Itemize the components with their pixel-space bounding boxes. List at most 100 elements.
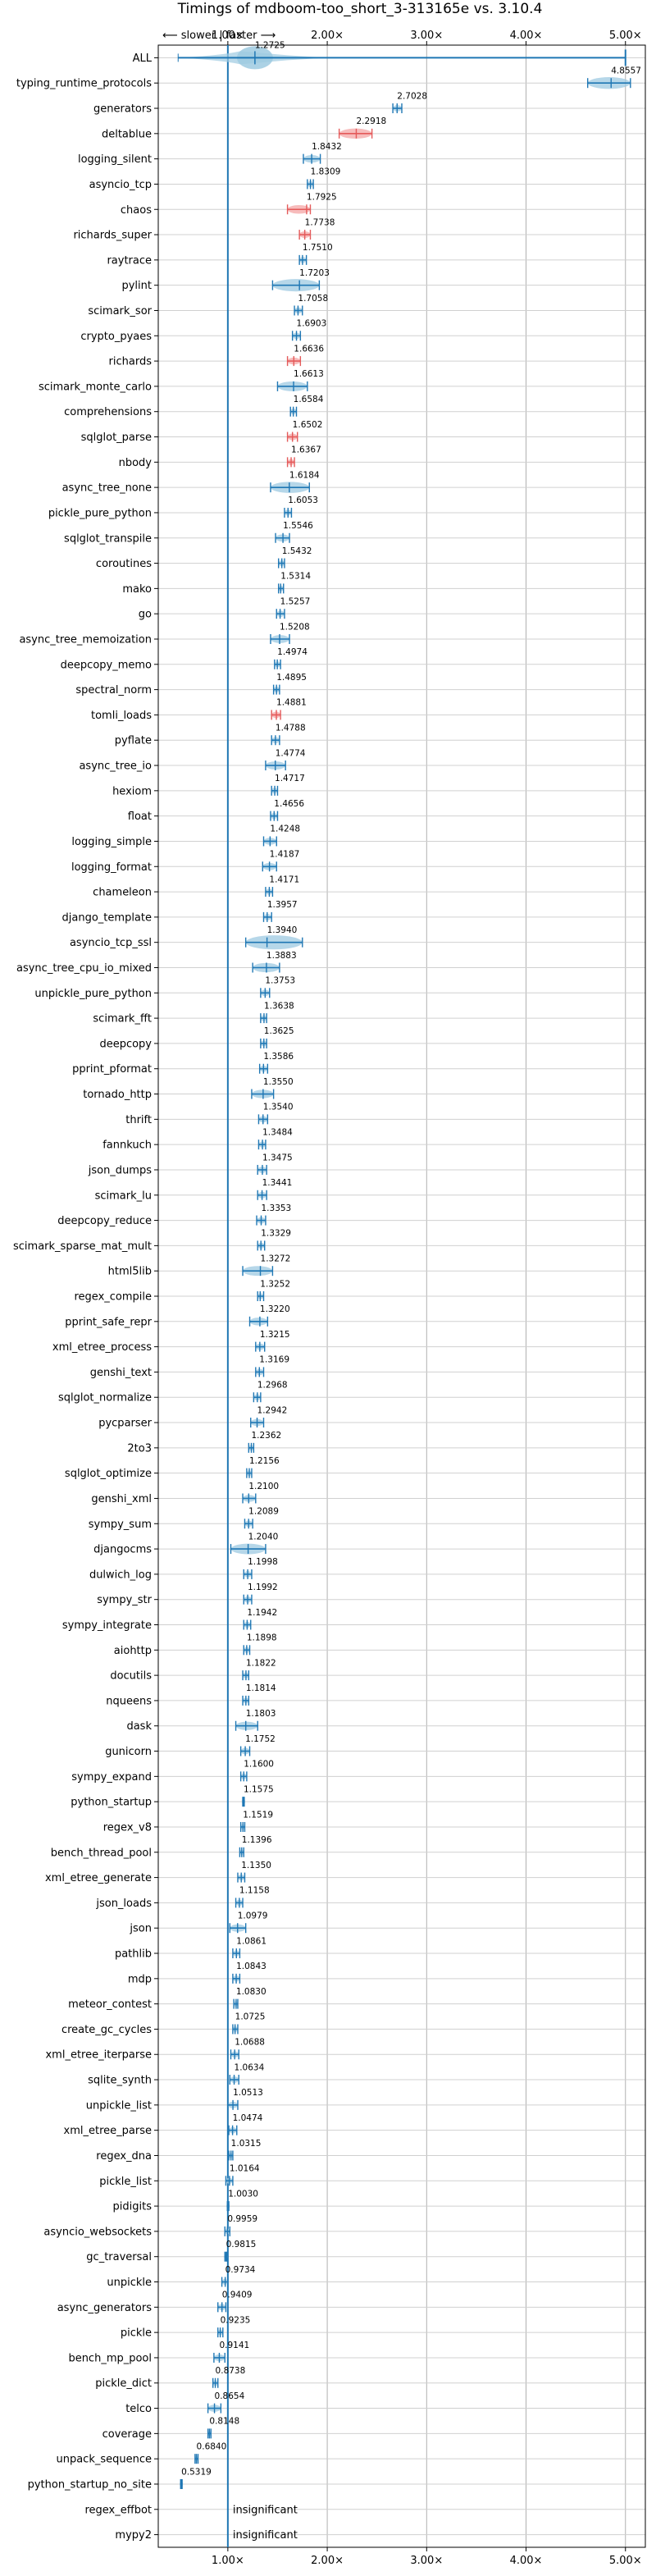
y-tick-label: django_template: [62, 911, 152, 924]
value-label: 1.3329: [261, 1229, 291, 1239]
y-tick-label: sqlite_synth: [88, 2075, 152, 2087]
value-label: 1.0513: [233, 2088, 263, 2098]
violin-sympy_integrate: [243, 1619, 252, 1630]
violin-telco: [207, 2403, 222, 2414]
violin-async_generators: [217, 2302, 227, 2313]
y-tick-label: aiohttp: [114, 1645, 152, 1657]
violin-deepcopy_memo: [274, 659, 281, 669]
value-label: 1.5546: [283, 521, 313, 531]
value-label: 1.2100: [248, 1482, 279, 1491]
y-tick-label: sqlglot_transpile: [64, 532, 152, 545]
violin-chaos: [286, 204, 312, 215]
value-label: 1.0843: [236, 1962, 266, 1971]
y-tick-label: coverage: [102, 2428, 152, 2441]
y-tick-label: spectral_norm: [75, 684, 152, 697]
value-label: 1.1814: [246, 1683, 276, 1693]
value-label: 1.0634: [235, 2062, 265, 2072]
violin-unpack_sequence: [194, 2454, 199, 2464]
y-tick-label: pickle_dict: [95, 2377, 152, 2390]
y-tick-label: meteor_contest: [68, 1998, 152, 2011]
y-tick-label: async_tree_cpu_io_mixed: [16, 962, 152, 975]
violin-scimark_sparse_mat_mult: [257, 1240, 266, 1251]
y-tick-label: gc_traversal: [86, 2251, 152, 2263]
value-label: 1.5314: [280, 572, 311, 582]
y-tick-label: chaos: [121, 204, 152, 217]
violin-coverage: [207, 2428, 212, 2439]
violin-pickle: [217, 2327, 224, 2338]
y-tick-label: unpickle_list: [86, 2099, 152, 2112]
violin-asyncio_websockets: [224, 2226, 230, 2236]
value-label: 1.6184: [289, 470, 320, 480]
violin-tornado_http: [251, 1089, 275, 1099]
violin-hexiom: [271, 785, 279, 796]
y-tick-label: async_tree_io: [79, 760, 152, 773]
value-label: 1.7925: [307, 193, 337, 203]
value-label: 1.0688: [235, 2038, 265, 2048]
value-label: 1.0830: [236, 1987, 266, 1997]
violin-xml_etree_iterparse: [230, 2049, 239, 2060]
violin-scimark_sor: [294, 305, 303, 316]
value-label: 1.4788: [276, 724, 306, 733]
y-tick-label: regex_effbot: [84, 2504, 152, 2516]
violin-sympy_str: [243, 1594, 253, 1605]
violin-sqlglot_parse: [286, 432, 298, 442]
value-label: 1.1803: [246, 1709, 276, 1719]
value-label: 1.7203: [299, 268, 330, 278]
y-tick-label: pathlib: [115, 1948, 152, 1961]
y-tick-label: thrift: [125, 1114, 152, 1126]
value-label: 1.3625: [264, 1026, 294, 1036]
value-label: 1.3883: [266, 951, 297, 961]
violin-scimark_fft: [260, 1013, 267, 1024]
violin-async_tree_memoization: [270, 633, 290, 644]
value-label: 1.3753: [265, 976, 295, 986]
y-tick-label: json: [129, 1923, 152, 1935]
value-label: 4.8557: [611, 66, 641, 76]
y-tick-label: asyncio_websockets: [43, 2226, 152, 2238]
violin-logging_silent: [303, 153, 321, 164]
y-tick-label: json_dumps: [88, 1164, 152, 1176]
value-label: 1.1575: [244, 1784, 274, 1794]
violin-python_startup: [241, 1797, 245, 1807]
y-tick-label: logging_simple: [71, 836, 152, 848]
violin-asyncio_tcp: [307, 179, 314, 190]
value-label: 1.7738: [305, 217, 335, 227]
violin-sympy_expand: [239, 1771, 248, 1782]
y-tick-label: docutils: [110, 1670, 152, 1683]
violin-nqueens: [242, 1695, 250, 1706]
y-tick-label: nqueens: [106, 1695, 152, 1707]
violin-pyflate: [271, 735, 280, 746]
value-label: 1.0315: [231, 2139, 262, 2149]
violin-scimark_lu: [257, 1190, 267, 1200]
y-tick-label: deepcopy_memo: [61, 659, 152, 671]
value-label: 1.4774: [276, 748, 306, 758]
violin-genshi_text: [255, 1367, 265, 1377]
violin-richards: [286, 356, 302, 367]
violin-async_tree_none: [270, 482, 310, 493]
violin-sympy_sum: [244, 1519, 253, 1529]
violin-coroutines: [277, 558, 285, 569]
value-label: 1.1992: [248, 1583, 278, 1592]
violin-richards_super: [298, 230, 312, 240]
y-tick-label: deepcopy_reduce: [57, 1215, 152, 1227]
y-tick-label: regex_dna: [96, 2150, 152, 2163]
violin-raytrace: [298, 254, 308, 265]
y-tick-label: scimark_monte_carlo: [39, 381, 152, 393]
marks-layer: [177, 45, 631, 2547]
y-tick-label: typing_runtime_protocols: [16, 78, 152, 90]
violin-regex_v8: [239, 1821, 246, 1832]
value-label: 1.3638: [264, 1001, 294, 1011]
violin-meteor_contest: [233, 1998, 239, 2009]
violin-docutils: [242, 1670, 250, 1681]
value-label: 1.7510: [303, 243, 333, 253]
y-tick-label: pprint_safe_repr: [65, 1316, 152, 1328]
value-label: 2.7028: [397, 91, 427, 101]
value-label: 0.9235: [221, 2315, 251, 2325]
y-tick-label: sqlglot_normalize: [58, 1392, 152, 1404]
y-tick-label: mypy2: [115, 2529, 152, 2542]
value-label: 1.3441: [262, 1178, 293, 1188]
value-label: 1.0030: [228, 2189, 258, 2199]
y-tick-label: async_generators: [57, 2302, 153, 2314]
value-label: 0.9815: [226, 2240, 257, 2249]
y-tick-label: tornado_http: [83, 1089, 152, 1101]
violin-chameleon: [265, 887, 274, 897]
